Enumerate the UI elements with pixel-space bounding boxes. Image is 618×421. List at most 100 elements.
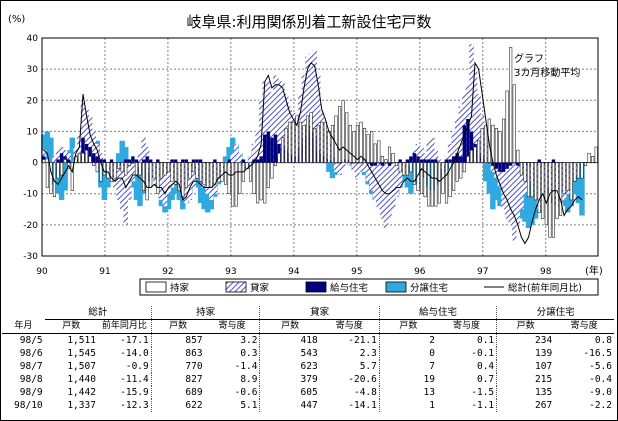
bar-kyuyo xyxy=(109,159,114,163)
bar-mochiie xyxy=(409,162,413,173)
bar-mochiie xyxy=(195,162,199,179)
bar-mochiie xyxy=(566,162,570,191)
bar-mochiie xyxy=(227,162,231,194)
bar-kashiya xyxy=(84,109,89,163)
table-cell: 267 xyxy=(496,399,555,412)
bar-mochiie xyxy=(77,152,81,163)
bar-kashiya xyxy=(191,162,196,188)
bar-kyuyo xyxy=(387,162,392,166)
bar-mochiie xyxy=(85,149,89,163)
bar-bunjo xyxy=(329,162,336,179)
x-tick-label: 97 xyxy=(477,267,488,277)
bar-mochiie xyxy=(60,162,64,176)
bar-mochiie xyxy=(444,162,449,204)
bar-kashiya xyxy=(476,94,481,163)
y-tick-label: -30 xyxy=(23,252,38,262)
table-cell: 770 xyxy=(150,360,205,373)
bar-kashiya xyxy=(504,162,510,219)
bar-mochiie xyxy=(216,162,220,179)
bar-kashiya xyxy=(419,147,424,163)
bar-mochiie xyxy=(188,162,192,179)
x-axis-unit-label: (年) xyxy=(585,264,603,277)
bar-kyuyo xyxy=(508,162,513,166)
table-cell: 0.1 xyxy=(476,335,495,346)
bar-mochiie xyxy=(559,162,563,216)
table-cell: 1 xyxy=(378,399,437,412)
bar-mochiie xyxy=(284,128,288,163)
bar-mochiie xyxy=(459,162,463,179)
bar-kashiya xyxy=(451,131,456,163)
bar-kashiya xyxy=(258,100,264,163)
bar-kashiya xyxy=(365,162,371,182)
bar-bunjo xyxy=(222,156,229,163)
bar-mochiie xyxy=(327,131,331,163)
group-header-mochiie: 持家 xyxy=(150,306,260,320)
bar-mochiie xyxy=(184,162,188,188)
table-cell: 0.7 xyxy=(476,374,495,385)
bar-bunjo xyxy=(229,137,236,163)
bar-mochiie xyxy=(583,162,588,166)
bar-kyuyo xyxy=(537,159,541,163)
bar-kashiya xyxy=(383,162,389,228)
bar-kyuyo xyxy=(348,162,353,164)
bar-kashiya xyxy=(433,150,439,163)
table-row: 98/5 1,511 -17.1 857 3.2 418 -21.1 2 0.1 234 0.8 xyxy=(2,333,614,347)
bar-mochiie xyxy=(174,162,178,185)
table-cell: 0 xyxy=(378,347,437,360)
bar-kyuyo xyxy=(366,162,370,164)
bar-kyuyo xyxy=(102,159,107,163)
table-cell: -1.1 xyxy=(471,400,495,411)
table-cell: 1,511 xyxy=(67,335,96,346)
bar-mochiie xyxy=(277,152,281,163)
bar-mochiie xyxy=(576,162,580,179)
x-tick-label: 93 xyxy=(225,267,236,277)
bar-mochiie xyxy=(63,159,67,163)
bar-kashiya xyxy=(77,134,82,163)
bar-mochiie xyxy=(573,162,577,182)
table-cell: 139 xyxy=(496,347,555,360)
bar-kyuyo xyxy=(81,137,85,163)
bar-kyuyo xyxy=(551,159,556,163)
legend-swatch-kashiya xyxy=(225,281,247,293)
bar-mochiie xyxy=(551,162,555,238)
bar-kyuyo xyxy=(516,162,520,166)
bar-kashiya xyxy=(355,162,360,179)
group-header-bunjo: 分譲住宅 xyxy=(496,306,614,320)
table-cell: 107 xyxy=(496,360,555,373)
x-tick-label: 95 xyxy=(351,267,362,277)
bar-kyuyo xyxy=(195,159,199,163)
table-cell: 1,337 xyxy=(67,400,96,411)
data-table: 総計 持家 貸家 給与住宅 分譲住宅 年月 戸数 前年同月比 戸数 寄与度 戸数… xyxy=(2,306,614,412)
table-row: 98/9 1,442 -15.9 689 -0.6 605 -4.8 13 -1.5 135 -9.… xyxy=(2,386,614,399)
bar-kyuyo xyxy=(466,118,470,163)
axes-layer: -30 -20 -10 0 10 20 30 40 90 91 92 93 94 95 96 97 98 xyxy=(23,34,599,277)
bar-kashiya xyxy=(130,162,136,182)
table-cell: -1.4 xyxy=(234,361,258,372)
bar-kyuyo xyxy=(487,162,492,164)
table-cell: 622 xyxy=(150,399,205,412)
bar-mochiie xyxy=(49,162,53,194)
bar-mochiie xyxy=(541,162,545,219)
table-cell: -5.6 xyxy=(589,361,612,372)
bar-mochiie xyxy=(387,146,392,163)
bar-mochiie xyxy=(273,162,277,166)
bar-mochiie xyxy=(345,112,349,163)
table-cell: 2.3 xyxy=(359,348,377,359)
table-cell: 543 xyxy=(259,347,320,360)
bar-kyuyo xyxy=(337,162,342,164)
bar-kyuyo xyxy=(409,156,413,163)
bar-mochiie xyxy=(534,162,538,201)
bar-kashiya xyxy=(55,150,61,163)
bar-mochiie xyxy=(509,47,513,163)
bar-mochiie xyxy=(170,162,174,182)
bar-mochiie xyxy=(302,124,306,163)
bar-mochiie xyxy=(323,121,327,163)
row-label-header: 年月 xyxy=(2,319,45,334)
legend-box xyxy=(139,278,599,296)
bar-mochiie xyxy=(580,162,584,179)
bar-kashiya xyxy=(137,153,143,163)
bar-mochiie xyxy=(430,162,434,207)
table-cell: -0.9 xyxy=(125,361,149,372)
bar-mochiie xyxy=(330,124,335,163)
bar-kashiya xyxy=(337,162,342,176)
